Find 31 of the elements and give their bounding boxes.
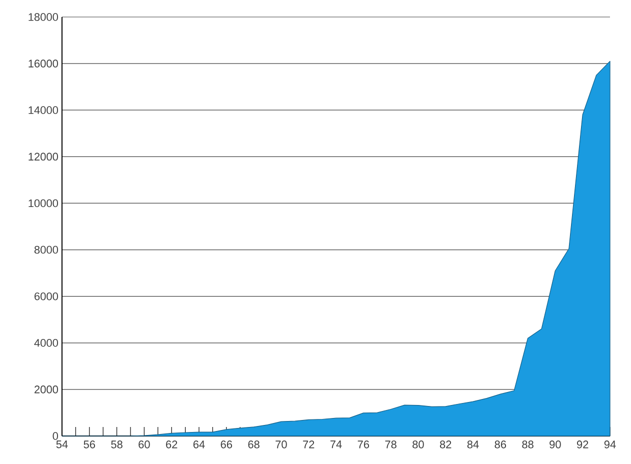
x-tick-label: 58 [111,440,122,448]
x-tick-label: 62 [166,440,178,448]
x-tick-label: 70 [276,440,287,448]
x-tick-label: 74 [330,440,342,448]
x-tick-label: 72 [303,440,314,448]
y-tick-label: 12000 [28,152,58,161]
x-tick-label: 76 [358,440,370,448]
x-tick-label: 80 [412,440,424,448]
x-tick-label: 88 [522,440,534,448]
x-tick-label: 60 [138,440,150,448]
x-tick-label: 94 [604,440,616,448]
x-tick-label: 68 [248,440,260,448]
y-tick-label: 4000 [34,339,58,347]
x-tick-label: 66 [220,440,232,448]
x-tick-label: 78 [385,440,396,448]
y-tick-label: 14000 [28,106,58,114]
x-tick-label: 56 [84,440,96,448]
x-tick-label: 90 [550,440,561,448]
x-tick-label: 86 [494,440,506,448]
x-tick-label: 92 [577,440,588,448]
x-tick-label: 84 [467,440,479,448]
y-tick-label: 8000 [34,246,58,254]
y-tick-label: 2000 [34,386,58,394]
y-tick-label: 0 [52,432,58,440]
y-tick-label: 18000 [28,13,58,21]
x-tick-label: 82 [440,440,452,448]
y-tick-label: 16000 [28,60,58,68]
y-tick-label: 10000 [28,199,58,208]
x-tick-label: 64 [193,440,205,448]
x-tick-label: 54 [56,440,68,448]
y-tick-label: 6000 [34,292,58,300]
